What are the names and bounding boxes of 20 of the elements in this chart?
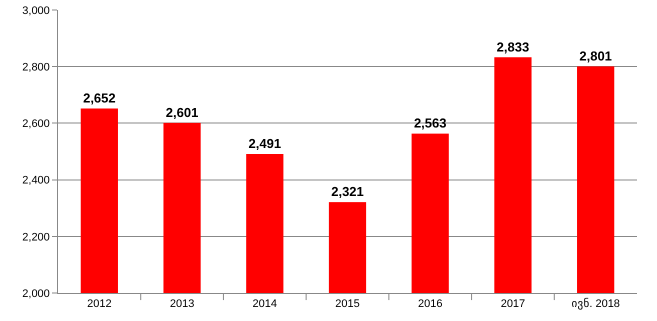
y-tick-label: 2,000 [22,288,50,300]
x-tick-label: 2014 [252,298,278,310]
x-tick-label: 2017 [500,298,526,310]
y-tick-label: 2,800 [22,61,50,74]
data-label: 2,652 [83,90,116,106]
y-tick-label: 2,600 [22,118,50,130]
x-tick-label: 2012 [87,298,112,310]
x-tick-label: ივნ. 2018 [571,297,620,310]
x-tick-label: 2015 [335,298,360,310]
data-label: 2,563 [414,116,446,131]
y-tick-label: 3,000 [22,4,50,17]
y-tick-label: 2,200 [22,231,50,244]
data-label: 2,601 [166,104,198,120]
data-label: 2,833 [496,39,530,54]
data-label: 2,321 [331,184,364,200]
data-label: 2,491 [248,136,282,152]
y-tick-label: 2,400 [22,174,50,187]
x-tick-label: 2013 [170,298,194,310]
x-tick-label: 2016 [418,298,442,310]
data-label: 2,801 [579,48,612,64]
